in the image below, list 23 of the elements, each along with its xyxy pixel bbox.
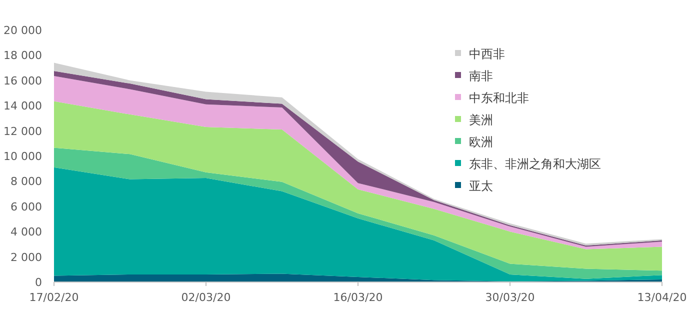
legend-label: 美洲 bbox=[469, 113, 493, 127]
x-tick-label: 13/04/20 bbox=[637, 291, 687, 304]
y-tick-label: 16 000 bbox=[4, 74, 42, 88]
y-tick-label: 18 000 bbox=[4, 49, 42, 62]
x-tick-label: 02/03/20 bbox=[181, 291, 231, 304]
legend-label: 亚太 bbox=[469, 179, 493, 193]
x-tick-label: 17/02/20 bbox=[29, 291, 79, 304]
y-tick-label: 4 000 bbox=[10, 226, 42, 239]
legend-label: 中西非 bbox=[469, 47, 505, 61]
y-tick-label: 20 000 bbox=[4, 24, 42, 37]
y-tick-label: 10 000 bbox=[4, 150, 42, 163]
y-tick-label: 2 000 bbox=[10, 250, 42, 264]
legend-label: 东非、非洲之角和大湖区 bbox=[469, 157, 601, 171]
legend-label: 南非 bbox=[469, 69, 493, 83]
x-tick-label: 30/03/20 bbox=[485, 291, 535, 304]
y-tick-label: 12 000 bbox=[4, 124, 42, 138]
legend-label: 中东和北非 bbox=[469, 91, 529, 105]
y-tick-label: 8 000 bbox=[10, 175, 42, 188]
x-tick-label: 16/03/20 bbox=[333, 291, 383, 304]
y-tick-label: 14 000 bbox=[4, 100, 42, 113]
y-tick-label: 0 bbox=[35, 276, 42, 289]
y-tick-label: 6 000 bbox=[10, 200, 42, 214]
legend-label: 欧洲 bbox=[469, 135, 493, 149]
